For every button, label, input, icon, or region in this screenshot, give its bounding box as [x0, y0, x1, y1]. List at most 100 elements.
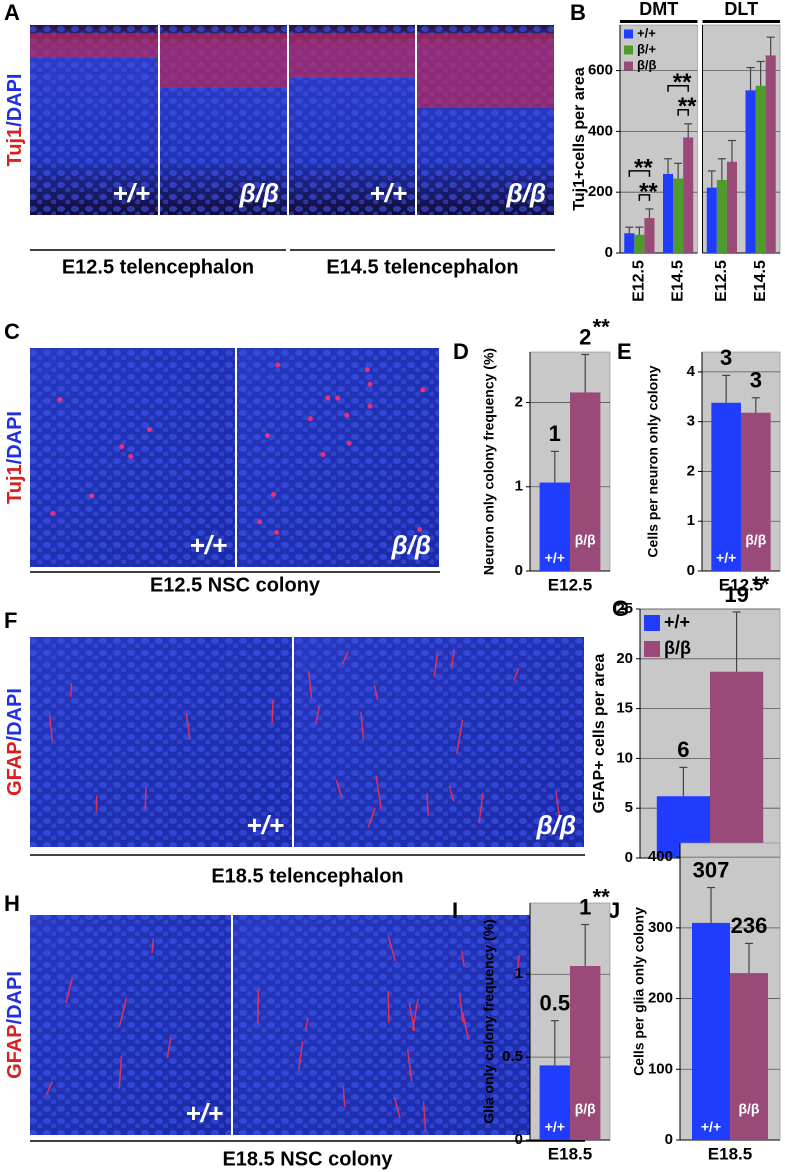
stained-cell — [346, 440, 352, 446]
y-tick-label: 400 — [588, 122, 613, 139]
stained-cell — [146, 427, 152, 433]
y-axis-label: Tuj1+cells per area — [571, 67, 588, 210]
y-tick-label: 3 — [687, 413, 695, 430]
legend-label: β/β — [664, 638, 691, 658]
image-caption: E18.5 NSC colony — [222, 1148, 393, 1170]
y-tick-label: 5 — [625, 799, 633, 816]
stained-cell — [257, 519, 263, 525]
x-tick-label: E12.5 — [713, 260, 730, 302]
stained-process — [406, 1049, 413, 1082]
y-tick-label: 15 — [616, 700, 633, 717]
panel-letter: G — [612, 596, 629, 621]
stained-process — [422, 1101, 427, 1132]
y-tick-label: 200 — [648, 990, 673, 1007]
stained-process — [460, 950, 465, 967]
stained-process — [555, 791, 561, 818]
stain-blue: /DAPI — [4, 688, 26, 741]
stained-process — [393, 1096, 401, 1119]
stained-process — [367, 807, 376, 828]
significance-bracket — [638, 194, 651, 201]
stain-red: Tuj1 — [4, 127, 26, 167]
stained-process — [185, 713, 191, 740]
bar — [539, 1065, 570, 1140]
micrograph-texture — [30, 915, 231, 1135]
image-caption: E12.5 NSC colony — [150, 574, 321, 596]
stained-process — [271, 700, 274, 724]
bar — [726, 161, 737, 253]
y-tick-label: 300 — [648, 919, 673, 936]
stain-red: GFAP — [4, 1024, 26, 1078]
y-tick-label: 20 — [616, 650, 633, 667]
value-label: 3 — [750, 368, 762, 393]
stained-process — [307, 671, 313, 699]
stained-cell — [119, 444, 125, 450]
legend-swatch — [644, 615, 660, 631]
stained-cell — [264, 433, 270, 439]
y-tick-label: 0 — [515, 1131, 523, 1148]
micrograph-texture — [233, 915, 584, 1135]
stained-cell — [335, 395, 341, 401]
y-tick-label: 0 — [625, 849, 633, 866]
value-label: 307 — [693, 857, 730, 882]
stained-cell — [271, 491, 277, 497]
significance-label: ** — [634, 154, 653, 181]
stained-cell — [307, 416, 313, 422]
y-tick-label: 1 — [687, 512, 695, 529]
tuj1-layer — [160, 33, 287, 88]
significance-label: ** — [593, 884, 611, 909]
stained-process — [458, 993, 464, 1023]
y-tick-label: 1 — [515, 965, 523, 982]
y-tick-label: 200 — [588, 183, 613, 200]
bar — [706, 187, 717, 253]
stain-label: Tuj1/DAPI — [4, 74, 26, 167]
bar — [539, 482, 570, 571]
y-tick-label: 10 — [616, 749, 633, 766]
bar-series-label: β/β — [575, 532, 596, 548]
facet-title: DLT — [724, 0, 758, 19]
stained-cell — [274, 529, 280, 535]
significance-label: ** — [639, 178, 658, 205]
stained-process — [335, 779, 343, 798]
panel-letter: F — [4, 608, 17, 633]
bar — [745, 90, 756, 253]
bar-series-label: β/β — [745, 532, 766, 548]
y-tick-label: 2 — [515, 394, 523, 411]
facet-title-rule — [620, 20, 698, 23]
stained-cell — [364, 367, 370, 373]
stained-process — [450, 649, 455, 670]
bar-series-label: +/+ — [701, 1119, 721, 1135]
bar — [570, 392, 601, 571]
micrograph-texture — [30, 637, 292, 847]
stained-process — [70, 683, 73, 698]
stain-label: GFAP/DAPI — [4, 688, 26, 796]
panel-letter: A — [4, 0, 20, 25]
stained-cell — [320, 452, 326, 458]
x-tick-label: E14.5 — [752, 260, 769, 302]
value-label: 3 — [720, 345, 732, 370]
stained-process — [448, 785, 455, 802]
stained-process — [408, 1002, 416, 1031]
y-tick-label: 25 — [616, 600, 633, 617]
genotype-label: +/+ — [112, 178, 150, 208]
stained-process — [387, 936, 396, 961]
stained-cell — [367, 403, 373, 409]
bar — [755, 85, 766, 253]
stain-label: Tuj1/DAPI — [4, 411, 26, 504]
bar — [624, 233, 635, 253]
significance-label: ** — [673, 69, 692, 96]
y-tick-label: 0 — [665, 1131, 673, 1148]
legend-label: +/+ — [664, 612, 690, 632]
bar — [570, 965, 601, 1140]
genotype-label: β/β — [239, 178, 280, 208]
stain-red: Tuj1 — [4, 464, 26, 504]
image-caption: E12.5 telencephalon — [62, 256, 254, 278]
value-label: 1 — [579, 894, 591, 919]
stained-cell — [325, 395, 331, 401]
genotype-label: +/+ — [185, 1098, 223, 1128]
stain-blue: /DAPI — [4, 971, 26, 1024]
y-axis-label: Cells per glia only colony — [631, 907, 647, 1076]
bar — [711, 402, 741, 571]
bar — [765, 55, 776, 254]
